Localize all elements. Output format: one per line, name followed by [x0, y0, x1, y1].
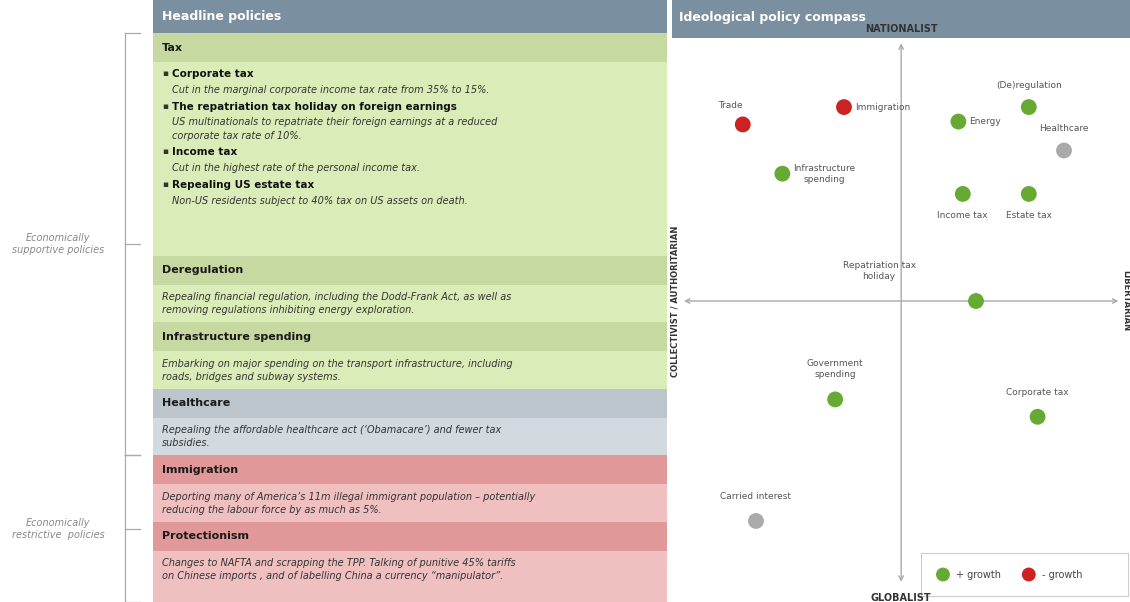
Text: corporate tax rate of 10%.: corporate tax rate of 10%. — [172, 131, 302, 141]
Text: Corporate tax: Corporate tax — [1007, 388, 1069, 397]
Text: Tax: Tax — [162, 43, 183, 52]
Text: Repealing the affordable healthcare act (‘Obamacare’) and fewer tax: Repealing the affordable healthcare act … — [162, 425, 501, 435]
Text: ▪: ▪ — [162, 147, 168, 157]
Text: ▪: ▪ — [162, 102, 168, 111]
Point — [835, 102, 853, 112]
Text: The repatriation tax holiday on foreign earnings: The repatriation tax holiday on foreign … — [172, 102, 457, 112]
Bar — [153, 33, 667, 62]
Text: Trade: Trade — [719, 101, 742, 110]
Bar — [153, 418, 667, 456]
Text: Infrastructure
spending: Infrastructure spending — [793, 164, 855, 184]
Text: Immigration: Immigration — [162, 465, 238, 475]
Text: Protectionism: Protectionism — [162, 532, 249, 541]
Text: subsidies.: subsidies. — [162, 438, 210, 448]
Bar — [153, 285, 667, 323]
Bar — [153, 256, 667, 285]
Point — [1055, 146, 1074, 155]
Text: Cut in the highest rate of the personal income tax.: Cut in the highest rate of the personal … — [172, 163, 420, 173]
Text: Healthcare: Healthcare — [1040, 124, 1088, 133]
Text: Changes to NAFTA and scrapping the TPP. Talking of punitive 45% tariffs: Changes to NAFTA and scrapping the TPP. … — [162, 558, 515, 568]
Text: Embarking on major spending on the transport infrastructure, including: Embarking on major spending on the trans… — [162, 359, 512, 368]
Text: Ideological policy compass: Ideological policy compass — [679, 11, 866, 24]
Point — [1019, 189, 1037, 199]
Text: NATIONALIST: NATIONALIST — [864, 23, 938, 34]
Text: GLOBALIST: GLOBALIST — [871, 594, 931, 602]
Text: ▪: ▪ — [162, 180, 168, 189]
Text: Deporting many of America’s 11m illegal immigrant population – potentially: Deporting many of America’s 11m illegal … — [162, 492, 534, 501]
Text: Immigration: Immigration — [855, 102, 911, 111]
Bar — [153, 352, 667, 389]
Text: reducing the labour force by as much as 5%.: reducing the labour force by as much as … — [162, 505, 382, 515]
Text: Repatriation tax
holiday: Repatriation tax holiday — [843, 261, 915, 281]
Point — [1019, 102, 1037, 112]
Point — [967, 296, 985, 306]
Text: - growth: - growth — [1042, 569, 1083, 580]
Point — [1019, 569, 1037, 579]
Bar — [153, 551, 667, 602]
Text: Estate tax: Estate tax — [1006, 211, 1052, 220]
Text: Repealing financial regulation, including the Dodd-Frank Act, as well as: Repealing financial regulation, includin… — [162, 292, 511, 302]
Text: Infrastructure spending: Infrastructure spending — [162, 332, 311, 342]
Text: ▪: ▪ — [162, 69, 168, 78]
Text: Carried interest: Carried interest — [721, 492, 791, 501]
Point — [1028, 412, 1046, 421]
Text: Deregulation: Deregulation — [162, 265, 243, 276]
Text: Energy: Energy — [970, 117, 1001, 126]
Text: Corporate tax: Corporate tax — [172, 69, 254, 79]
Text: Income tax: Income tax — [172, 147, 237, 158]
Bar — [153, 62, 667, 256]
Bar — [153, 0, 667, 33]
Point — [773, 169, 791, 178]
Text: roads, bridges and subway systems.: roads, bridges and subway systems. — [162, 372, 340, 382]
Point — [733, 120, 751, 129]
Bar — [153, 485, 667, 522]
Bar — [153, 323, 667, 352]
Point — [933, 569, 951, 579]
Point — [826, 394, 844, 404]
Text: Government
spending: Government spending — [807, 359, 863, 379]
Text: Non-US residents subject to 40% tax on US assets on death.: Non-US residents subject to 40% tax on U… — [172, 196, 468, 206]
Point — [949, 117, 967, 126]
Text: LIBERTARIAN: LIBERTARIAN — [1121, 270, 1130, 332]
Text: + growth: + growth — [956, 569, 1001, 580]
Text: Healthcare: Healthcare — [162, 399, 231, 408]
Text: US multinationals to repatriate their foreign earnings at a reduced: US multinationals to repatriate their fo… — [172, 117, 497, 128]
Point — [954, 189, 972, 199]
Text: Repealing US estate tax: Repealing US estate tax — [172, 180, 314, 190]
Text: removing regulations inhibiting energy exploration.: removing regulations inhibiting energy e… — [162, 305, 415, 315]
Text: Income tax: Income tax — [938, 211, 988, 220]
Text: Cut in the marginal corporate income tax rate from 35% to 15%.: Cut in the marginal corporate income tax… — [172, 85, 489, 95]
Text: Economically
restrictive  policies: Economically restrictive policies — [11, 518, 104, 539]
Text: on Chinese imports , and of labelling China a currency “manipulator”.: on Chinese imports , and of labelling Ch… — [162, 571, 503, 582]
FancyBboxPatch shape — [921, 553, 1128, 596]
Text: Economically
supportive policies: Economically supportive policies — [11, 234, 104, 255]
Bar — [153, 389, 667, 418]
Point — [747, 516, 765, 526]
Bar — [672, 0, 1130, 37]
Text: COLLECTIVIST / AUTHORITARIAN: COLLECTIVIST / AUTHORITARIAN — [670, 225, 679, 377]
Text: Headline policies: Headline policies — [162, 10, 281, 23]
Bar — [153, 456, 667, 485]
Bar — [153, 522, 667, 551]
Text: (De)regulation: (De)regulation — [996, 81, 1062, 90]
